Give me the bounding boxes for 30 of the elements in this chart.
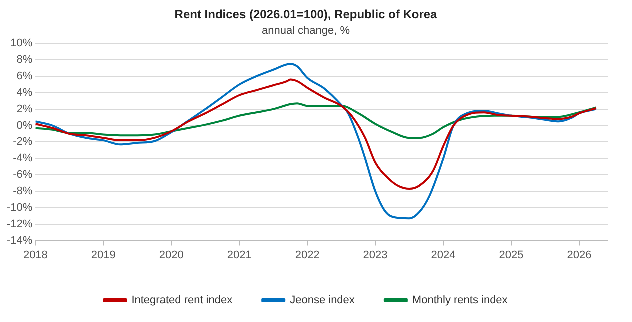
y-tick-label: -14% bbox=[6, 234, 33, 247]
x-tick-label: 2023 bbox=[363, 249, 388, 262]
y-tick-label: -4% bbox=[13, 152, 33, 165]
y-tick-label: -8% bbox=[13, 186, 33, 198]
x-tick-label: 2025 bbox=[499, 249, 524, 262]
line-series bbox=[36, 102, 598, 140]
x-tick-label: 2019 bbox=[91, 249, 116, 262]
x-tick-label: 2024 bbox=[431, 249, 456, 262]
legend-label: Monthly rents index bbox=[412, 294, 508, 307]
line-series bbox=[36, 78, 598, 190]
chart-subtitle: annual change, % bbox=[262, 25, 350, 38]
y-tick-label: 4% bbox=[16, 86, 33, 99]
x-tick-label: 2018 bbox=[23, 249, 48, 262]
legend-label: Integrated rent index bbox=[132, 294, 234, 307]
x-tick-label: 2026 bbox=[567, 249, 592, 262]
line-series bbox=[36, 63, 598, 220]
x-tick-label: 2022 bbox=[295, 249, 320, 262]
y-tick-label: -10% bbox=[6, 202, 33, 214]
y-tick-label: 0% bbox=[16, 120, 33, 132]
y-tick-label: -6% bbox=[13, 169, 33, 182]
y-tick-label: 6% bbox=[16, 70, 33, 82]
y-tick-label: 8% bbox=[16, 54, 33, 66]
legend-label: Jeonse index bbox=[290, 294, 356, 307]
y-tick-label: -2% bbox=[13, 136, 33, 148]
y-tick-label: 10% bbox=[10, 38, 33, 50]
x-tick-label: 2020 bbox=[159, 249, 184, 262]
chart-title: Rent Indices (2026.01=100), Republic of Korea bbox=[174, 8, 438, 22]
x-tick-label: 2021 bbox=[227, 249, 252, 262]
y-tick-label: 2% bbox=[16, 103, 33, 116]
y-tick-label: -12% bbox=[6, 218, 33, 230]
